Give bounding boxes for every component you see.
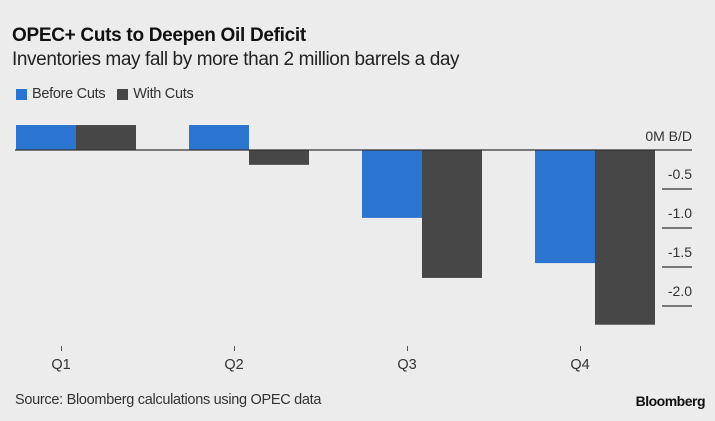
bar-with-cuts-q4 xyxy=(595,150,655,325)
y-zero-label: 0M B/D xyxy=(645,128,692,144)
legend: Before Cuts With Cuts xyxy=(16,86,205,102)
x-tick-label-q2: Q2 xyxy=(224,357,243,373)
chart-title: OPEC+ Cuts to Deepen Oil Deficit xyxy=(12,25,306,46)
bar-with-cuts-q2 xyxy=(249,150,309,165)
bar-before-cuts-q3 xyxy=(362,150,422,218)
legend-item-before-cuts: Before Cuts xyxy=(16,86,106,102)
bloomberg-logo: Bloomberg xyxy=(635,393,706,409)
bar-before-cuts-q1 xyxy=(16,125,76,150)
legend-swatch-before-cuts xyxy=(16,88,27,100)
bar-before-cuts-q2 xyxy=(189,125,249,150)
x-tick-label-q3: Q3 xyxy=(397,357,416,373)
legend-swatch-with-cuts xyxy=(117,88,129,100)
bar-before-cuts-q4 xyxy=(535,150,595,264)
legend-item-with-cuts: With Cuts xyxy=(117,86,194,102)
y-tick-label: -0.5 xyxy=(668,166,692,182)
source-note: Source: Bloomberg calculations using OPE… xyxy=(15,392,322,408)
x-tick-label-q1: Q1 xyxy=(51,357,70,373)
y-tick-label: -1.0 xyxy=(668,205,692,221)
legend-label-before-cuts: Before Cuts xyxy=(32,86,106,102)
y-tick-label: -2.0 xyxy=(668,283,692,299)
y-tick-label: -1.5 xyxy=(668,244,692,260)
legend-label-with-cuts: With Cuts xyxy=(133,86,194,102)
chart-subtitle: Inventories may fall by more than 2 mill… xyxy=(12,49,460,70)
x-tick-label-q4: Q4 xyxy=(570,357,589,373)
bar-with-cuts-q1 xyxy=(76,125,136,150)
bar-with-cuts-q3 xyxy=(422,150,482,278)
